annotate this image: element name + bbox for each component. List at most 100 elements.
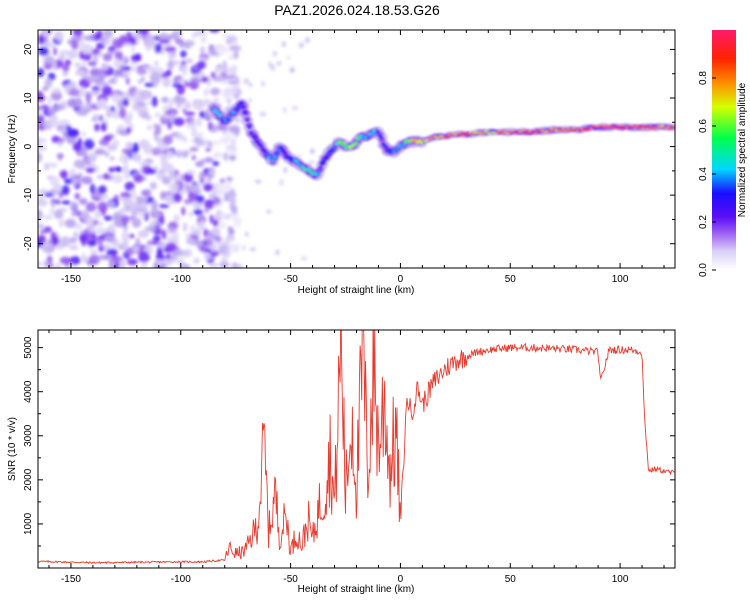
spectrogram-noise-blob <box>227 132 236 137</box>
spectrogram-ridge-cell <box>567 128 572 130</box>
spectrogram-noise-blob <box>167 48 177 60</box>
spectrogram-noise-blob <box>133 216 139 225</box>
spectrogram-noise-blob <box>38 151 42 162</box>
spectrogram-noise-blob <box>86 224 95 234</box>
spectrogram-noise-blob <box>39 229 48 234</box>
spectrogram-ridge-cell <box>664 127 669 129</box>
spectrogram-noise-blob <box>128 36 137 43</box>
spectrogram-noise-blob <box>64 84 70 94</box>
spectrogram-noise-blob <box>78 233 88 243</box>
spectrogram-ridge-cell <box>289 156 293 160</box>
spectrogram-noise-blob <box>94 210 102 219</box>
spectrogram-noise-blob <box>181 150 189 158</box>
spectrogram-ridge-cell <box>316 171 321 175</box>
snr-plot-frame <box>37 329 676 569</box>
spectrogram-noise-blob <box>74 223 83 230</box>
spectrogram-noise-blob <box>51 87 62 94</box>
spectrogram-y-tick-label: -20 <box>23 236 34 251</box>
spectrogram-ridge-cell <box>557 128 562 130</box>
spectrogram-noise-blob <box>159 39 170 44</box>
spectrogram-noise-blob <box>80 209 90 221</box>
spectrogram-noise-blob <box>112 38 124 49</box>
spectrogram-ridge-cell <box>330 148 335 152</box>
spectrogram-noise-blob <box>305 37 310 44</box>
spectrogram-noise-blob <box>167 199 174 205</box>
spectrogram-noise-blob <box>58 219 65 228</box>
spectrogram-noise-blob <box>122 98 129 107</box>
spectrogram-noise-blob <box>188 211 194 218</box>
spectrogram-noise-blob <box>213 153 225 158</box>
spectrogram-noise-blob <box>149 71 162 83</box>
spectrogram-noise-blob <box>38 114 45 124</box>
spectrogram-noise-blob <box>69 256 81 265</box>
spectrogram-noise-blob <box>140 260 148 268</box>
spectrogram-noise-blob <box>66 128 79 138</box>
spectrogram-noise-blob <box>38 223 45 229</box>
spectrogram-x-tick-label: 100 <box>612 274 629 285</box>
spectrogram-noise-blob <box>230 188 235 194</box>
spectrogram-noise-blob <box>114 50 120 61</box>
spectrogram-noise-blob <box>140 76 146 82</box>
spectrogram-ridge-cell <box>380 136 384 140</box>
spectrogram-noise-blob <box>154 43 163 54</box>
spectrogram-noise-blob <box>98 254 107 261</box>
spectrogram-noise-blob <box>183 111 196 116</box>
colorbar-tick-label: 0.2 <box>698 215 709 229</box>
spectrogram-noise-blob <box>58 152 63 161</box>
spectrogram-ridge-cell <box>245 122 253 129</box>
spectrogram-noise-blob <box>212 75 223 82</box>
snr-y-label: SNR (10 * v/v) <box>7 417 18 481</box>
spectrogram-noise-blob <box>96 30 103 40</box>
spectrogram-ridge-cell <box>551 127 556 130</box>
spectrogram-noise-blob <box>125 142 134 148</box>
spectrogram-noise-blob <box>42 30 49 38</box>
spectrogram-noise-blob <box>81 146 88 158</box>
spectrogram-noise-blob <box>68 245 79 250</box>
spectrogram-noise-blob <box>209 214 214 224</box>
spectrogram-noise-blob <box>219 260 230 268</box>
spectrogram-x-ticks: -150 -100 -50 0 50 100 <box>48 30 665 285</box>
spectrogram-ridge-cell <box>370 132 374 136</box>
spectrogram-ridge-cell <box>640 127 645 130</box>
spectrogram-noise-blob <box>137 230 150 238</box>
spectrogram-noise-blob <box>216 64 223 70</box>
spectrogram-noise-blob <box>83 139 95 150</box>
spectrogram-noise-blob <box>162 135 174 145</box>
spectrogram-ridge-cell <box>239 101 244 105</box>
spectrogram-noise-blob <box>103 30 113 39</box>
spectrogram-noise-blob <box>111 255 123 263</box>
spectrogram-noise-blob <box>209 262 219 268</box>
spectrogram-y-ticks: -20 -10 0 10 20 <box>23 43 675 269</box>
colorbar-label: Normalized spectral amplitude <box>737 82 748 217</box>
spectrogram-noise-blob <box>168 170 176 180</box>
spectrogram-noise-blob <box>209 169 216 176</box>
spectrogram-noise-blob <box>297 154 301 158</box>
spectrogram-ridge-cell <box>613 127 617 129</box>
colorbar-tick-label: 0.6 <box>698 119 709 133</box>
spectrogram-noise-blob <box>96 174 105 180</box>
spectrogram-noise-blob <box>121 230 130 242</box>
spectrogram-noise-blob <box>213 203 222 209</box>
spectrogram-noise-blob <box>131 66 137 73</box>
spectrogram-noise-blob <box>173 192 182 203</box>
spectrogram-noise-blob <box>106 143 118 152</box>
spectrogram-noise-blob <box>183 248 193 257</box>
spectrogram-ridge-cell <box>308 170 313 174</box>
spectrogram-noise-blob <box>282 107 287 113</box>
spectrogram-noise-blob <box>194 228 202 237</box>
spectrogram-ridge-cell <box>227 115 232 119</box>
spectrogram-ridge-cell <box>577 128 582 131</box>
spectrogram-noise-blob <box>50 198 61 204</box>
spectrogram-noise-blob <box>90 248 98 255</box>
spectrogram-noise-blob <box>121 148 134 155</box>
spectrogram-ridge-cell <box>413 138 418 142</box>
spectrogram-noise-blob <box>180 60 187 65</box>
spectrogram-noise-blob <box>204 157 214 163</box>
spectrogram-noise-blob <box>113 58 122 69</box>
spectrogram-noise-blob <box>229 155 237 161</box>
spectrogram-ridge-cell <box>642 125 647 128</box>
snr-panel: -150 -100 -50 0 50 100 1000 2000 3000 4000 5000 H… <box>7 329 676 595</box>
spectrogram-noise-blob <box>275 249 280 256</box>
spectrogram-ridge-cell <box>342 143 346 146</box>
spectrogram-noise-blob <box>234 117 241 123</box>
